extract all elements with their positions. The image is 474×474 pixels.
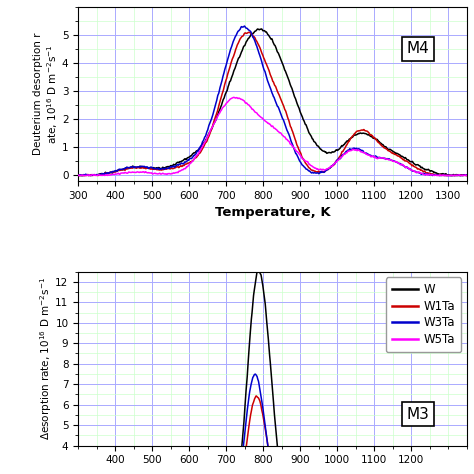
X-axis label: Temperature, K: Temperature, K	[215, 206, 330, 219]
Legend: W, W1Ta, W3Ta, W5Ta: W, W1Ta, W3Ta, W5Ta	[386, 277, 461, 352]
Y-axis label: Deuterium desorption r
ate, 10$^{16}$ D m$^{-2}$s$^{-1}$: Deuterium desorption r ate, 10$^{16}$ D …	[33, 33, 61, 155]
Y-axis label: $Δ$esorption rate, 10$^{16}$ D m$^{-2}$s$^{-1}$: $Δ$esorption rate, 10$^{16}$ D m$^{-2}$s…	[38, 277, 54, 440]
Text: M4: M4	[407, 41, 429, 56]
Text: M3: M3	[407, 407, 430, 422]
